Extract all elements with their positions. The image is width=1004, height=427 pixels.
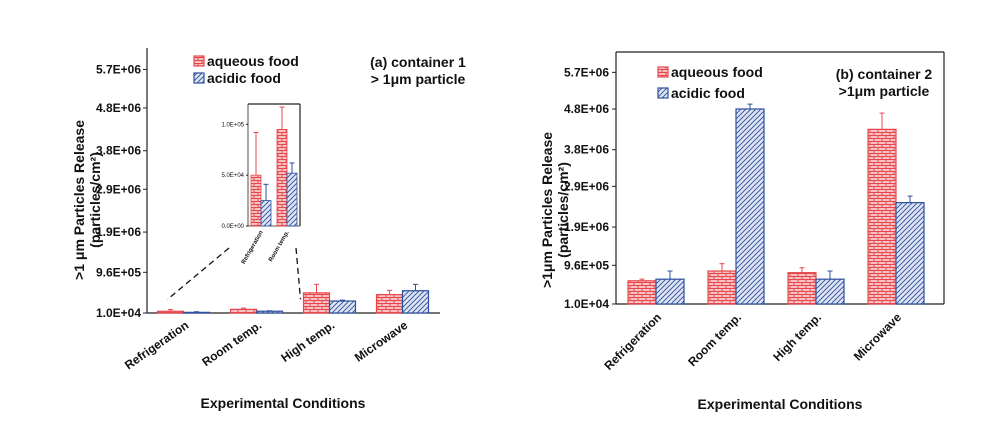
panel-a-ylabel-line2: (particles/cm²) xyxy=(87,152,103,248)
legend-swatch-acidic xyxy=(657,87,669,99)
panel-a-annotation-line1: (a) container 1 xyxy=(370,54,466,70)
panel-b-bar-acidic xyxy=(655,278,685,305)
panel-a-ytick-label: 5.7E+06 xyxy=(96,62,141,76)
panel-a-legend: aqueous food acidic food xyxy=(193,53,299,86)
panel-a-annotation-line2: > 1μm particle xyxy=(371,71,466,87)
panel-a-ytick-label: 1.9E+06 xyxy=(96,225,141,239)
panel-a-category-label: Microwave xyxy=(352,318,411,365)
panel-b-bar-acidic xyxy=(815,278,845,305)
chart-marks: 1.0E+04 9.6E+05 1.9E+06 2.9E+06 3.8E+06 4.8E+… xyxy=(96,48,945,373)
panel-a-bar-acidic xyxy=(401,290,430,314)
panel-b-ytick-label: 1.0E+04 xyxy=(564,297,609,311)
panel-b-legend: aqueous food acidic food xyxy=(657,64,763,101)
panel-b-legend-acidic: acidic food xyxy=(671,85,745,101)
panel-a-category-label: Refrigeration xyxy=(122,318,191,372)
panel-b-bar-aqueous xyxy=(707,270,737,305)
inset-ytick-label: 0.0E+00 xyxy=(221,224,244,230)
panel-a-ylabel-line1: >1 μm Particles Release xyxy=(71,120,87,280)
legend-swatch-acidic xyxy=(193,72,205,84)
panel-a-legend-acidic: acidic food xyxy=(207,70,281,86)
inset-bar-aqueous xyxy=(250,174,262,227)
panel-a-ylabel: >1 μm Particles Release (particles/cm²) xyxy=(71,120,103,280)
panel-b-annotation-line1: (b) container 2 xyxy=(836,66,933,82)
panel-b-ytick-label: 9.6E+05 xyxy=(564,258,609,272)
panel-a-legend-aqueous: aqueous food xyxy=(207,53,299,69)
panel-b-legend-aqueous: aqueous food xyxy=(671,64,763,80)
panel-b-bar-aqueous xyxy=(627,280,657,305)
panel-b-ytick-label: 1.9E+06 xyxy=(564,220,609,234)
legend-swatch-aqueous xyxy=(657,66,669,78)
panel-a-bar-acidic xyxy=(255,310,284,314)
panel-b-bar-acidic xyxy=(735,108,765,305)
inset-bar-aqueous xyxy=(276,129,288,227)
panel-a-xlabel: Experimental Conditions xyxy=(201,395,366,411)
panel-b-category-label: Refrigeration xyxy=(601,310,664,373)
panel-b-ylabel-line1: >1μm Particles Release xyxy=(539,132,555,288)
panel-a-bar-acidic xyxy=(328,300,357,314)
inset-category-label: Refrigeration xyxy=(241,230,265,266)
panel-a-ytick-label: 1.0E+04 xyxy=(96,306,141,320)
panel-b-category-label: High temp. xyxy=(770,310,824,364)
panel-b-ytick-label: 2.9E+06 xyxy=(564,179,609,193)
legend-swatch-aqueous xyxy=(193,55,205,67)
panel-a-bar-aqueous xyxy=(229,308,258,314)
panel-b: >1μm Particles Release (particles/cm²) E… xyxy=(539,64,932,412)
inset-zoom-line-right xyxy=(295,247,302,300)
panel-a-ytick-label: 3.8E+06 xyxy=(96,144,141,158)
panel-a-ytick-label: 9.6E+05 xyxy=(96,265,141,279)
inset-ytick-label: 1.0E+05 xyxy=(221,122,244,128)
inset-ytick-label: 5.0E+04 xyxy=(221,173,244,179)
panel-a-ytick-label: 4.8E+06 xyxy=(96,101,141,115)
panel-b-ylabel: >1μm Particles Release (particles/cm²) xyxy=(539,132,571,288)
panel-a-bar-aqueous xyxy=(375,293,404,314)
panel-a-bar-aqueous xyxy=(156,310,185,314)
panel-a-ytick-label: 2.9E+06 xyxy=(96,182,141,196)
inset-bar-acidic xyxy=(260,200,272,227)
panel-b-ytick-label: 4.8E+06 xyxy=(564,102,609,116)
panel-b-bar-acidic xyxy=(895,202,925,305)
panel-a-bar-acidic xyxy=(182,311,211,314)
inset-zoom-line-left xyxy=(167,247,230,300)
inset-category-label: Room temp. xyxy=(268,230,291,263)
panel-a-bar-aqueous xyxy=(302,292,331,314)
panel-b-category-label: Room temp. xyxy=(685,310,744,369)
panel-b-bar-aqueous xyxy=(867,128,897,305)
panel-a-category-label: High temp. xyxy=(278,318,337,365)
panel-b-ylabel-line2: (particles/cm²) xyxy=(555,162,571,258)
panel-b-ytick-label: 5.7E+06 xyxy=(564,65,609,79)
panel-b-xlabel: Experimental Conditions xyxy=(698,396,863,412)
panel-b-annotation-line2: >1μm particle xyxy=(839,83,930,99)
panel-b-bar-aqueous xyxy=(787,272,817,305)
inset-bar-acidic xyxy=(286,172,298,227)
panel-b-ytick-label: 3.8E+06 xyxy=(564,143,609,157)
panel-b-category-label: Microwave xyxy=(851,310,905,364)
panel-a: >1 μm Particles Release (particles/cm²) … xyxy=(71,53,466,411)
panel-a-category-label: Room temp. xyxy=(199,318,264,369)
